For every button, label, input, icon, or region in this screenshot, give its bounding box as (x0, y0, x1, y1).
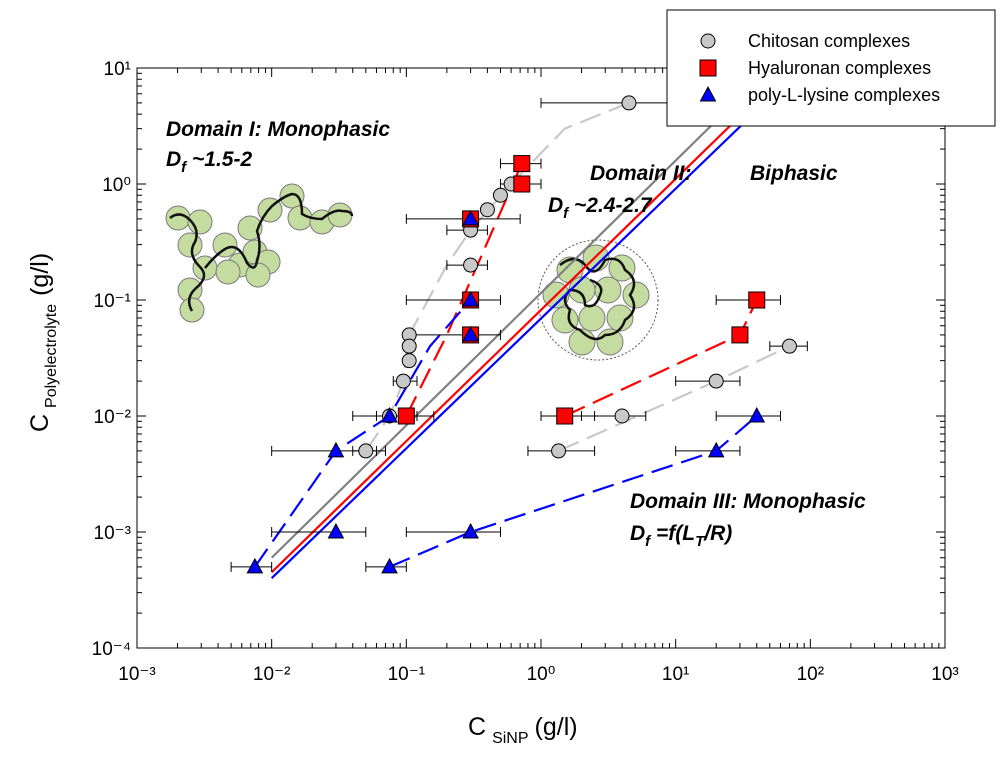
legend: Chitosan complexes Hyaluronan complexes po… (666, 9, 996, 127)
y-tick-label: 10⁰ (102, 175, 131, 196)
dashed-guide-line (389, 415, 758, 568)
annotation: Df ~2.4-2.7 (548, 194, 653, 222)
point (381, 557, 398, 574)
legend-marker (700, 33, 716, 49)
y-tick-label: 10⁻⁴ (92, 639, 131, 660)
annotation-sub: T (695, 533, 706, 550)
point (731, 326, 749, 344)
guide-lines (253, 68, 802, 579)
annotation-sub: f (563, 205, 570, 222)
point (327, 441, 345, 458)
axes: 10⁻³ 10⁻² 10⁻¹ 10⁰ 10¹ 10² 10³ 10⁻⁴ 10⁻³ 10⁻² 10⁻¹… (92, 59, 959, 685)
point (246, 557, 264, 574)
point (397, 407, 415, 425)
y-axis-label: C Polyelectrolyte (g/l) (26, 253, 60, 432)
annotation: Df =f(LT/R) (630, 522, 732, 550)
legend-marker (699, 59, 717, 77)
point (556, 407, 574, 425)
point (492, 187, 508, 203)
point (395, 373, 411, 389)
point (401, 353, 417, 369)
annotation-part: /R) (703, 522, 732, 545)
point (614, 408, 630, 424)
point (358, 443, 374, 459)
point (462, 290, 479, 307)
x-tick-label: 10⁻³ (118, 664, 156, 685)
annotation: Domain I: Monophasic (166, 118, 390, 141)
legend-label: poly-L-lysine complexes (748, 85, 940, 105)
annotation-sub: f (181, 159, 188, 176)
x-axis-label: C SiNP (g/l) (468, 713, 578, 747)
point (463, 257, 479, 273)
legend-label: Chitosan complexes (748, 31, 910, 51)
annotation: Df ~1.5-2 (166, 148, 252, 176)
point (707, 441, 725, 458)
illustrations (165, 183, 659, 361)
dashed-guide-line (558, 345, 790, 452)
dashed-guide-line (253, 299, 472, 568)
point (748, 406, 766, 423)
x-tick-label: 10⁻¹ (388, 664, 426, 685)
y-tick-label: 10⁻² (94, 407, 132, 428)
points (246, 95, 797, 574)
point (381, 406, 398, 423)
point (748, 291, 766, 309)
annotation-part: ~1.5-2 (186, 148, 252, 171)
point (708, 373, 724, 389)
solid-line (270, 68, 771, 559)
y-axis-label-main: C (26, 414, 54, 432)
annotation: Biphasic (750, 162, 838, 185)
point (621, 95, 637, 111)
point (327, 522, 345, 539)
point (513, 155, 531, 173)
y-axis-label-sub: Polyelectrolyte (43, 304, 60, 408)
point (462, 209, 479, 226)
y-tick-label: 10⁻¹ (94, 291, 132, 312)
x-axis-label-unit: (g/l) (535, 713, 578, 741)
annotation-sub: f (645, 533, 652, 550)
y-axis-label-unit: (g/l) (26, 253, 54, 296)
x-tick-label: 10² (797, 664, 824, 685)
point (551, 443, 567, 459)
x-tick-label: 10⁻² (253, 664, 291, 685)
x-axis-label-main: C (468, 713, 486, 741)
solid-line (270, 68, 791, 574)
point (781, 338, 797, 354)
legend-label: Hyaluronan complexes (748, 58, 931, 78)
annotation-part: D (166, 148, 181, 171)
solid-line (270, 68, 802, 579)
annotation: Domain III: Monophasic (630, 490, 866, 513)
globule-strand (559, 257, 636, 341)
annotation-part: D (548, 194, 563, 217)
point (462, 522, 479, 539)
annotation-part: ~2.4-2.7 (568, 194, 653, 217)
point (513, 175, 531, 193)
legend-marker (699, 85, 717, 102)
x-axis-label-sub: SiNP (492, 730, 528, 747)
point (401, 338, 417, 354)
chain-strand (169, 192, 354, 312)
annotation: Domain II: (590, 162, 692, 185)
x-tick-label: 10¹ (662, 664, 689, 685)
annotation-part: D (630, 522, 645, 545)
y-tick-label: 10¹ (104, 59, 131, 80)
y-tick-label: 10⁻³ (94, 523, 132, 544)
point (462, 325, 479, 342)
legend-box (666, 9, 996, 127)
point (479, 202, 495, 218)
x-tick-label: 10³ (931, 664, 958, 685)
x-tick-label: 10⁰ (527, 664, 556, 685)
annotation-part: =f(L (650, 522, 695, 545)
